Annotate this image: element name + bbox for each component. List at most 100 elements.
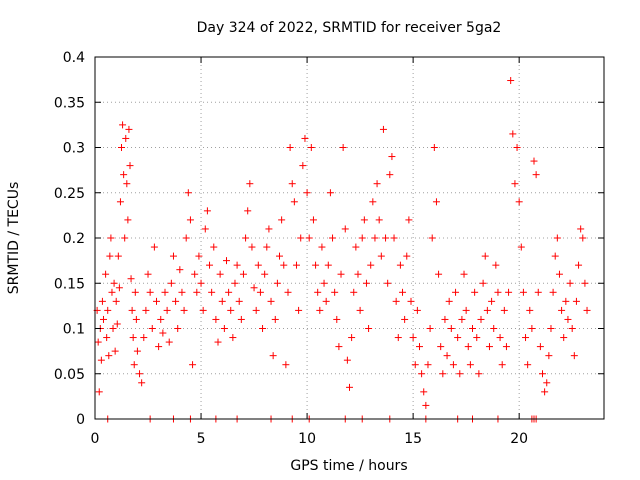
data-point <box>115 284 123 292</box>
data-point <box>538 370 546 378</box>
data-point <box>98 297 106 305</box>
data-point <box>176 266 184 274</box>
data-point <box>536 343 544 351</box>
y-tick-labels: 0 0.05 0.1 0.15 0.2 0.25 0.3 0.35 0.4 <box>54 50 85 428</box>
data-point <box>362 279 370 287</box>
data-point <box>329 234 337 242</box>
data-point <box>454 334 462 342</box>
data-point <box>333 315 341 323</box>
data-point <box>307 144 315 151</box>
data-point <box>297 234 305 242</box>
data-point <box>125 125 133 133</box>
data-point <box>169 252 177 260</box>
data-point <box>195 252 203 260</box>
data-point <box>312 261 320 269</box>
data-point <box>443 352 451 360</box>
data-point <box>146 288 154 296</box>
data-point <box>197 279 205 287</box>
data-point <box>570 352 578 360</box>
data-point <box>248 243 256 251</box>
x-tick-label: 15 <box>404 431 422 447</box>
data-point <box>490 325 498 332</box>
data-point <box>142 306 150 314</box>
data-point <box>299 162 307 170</box>
data-point <box>498 361 506 369</box>
data-point <box>356 306 364 314</box>
data-point <box>541 388 549 396</box>
data-point <box>464 343 472 351</box>
data-point <box>320 279 328 287</box>
data-point <box>292 261 300 269</box>
data-point <box>564 315 572 323</box>
data-point <box>524 361 532 369</box>
data-point <box>428 234 436 242</box>
data-point <box>418 370 426 378</box>
data-point <box>492 261 500 269</box>
data-point <box>120 171 128 179</box>
data-point <box>346 383 353 391</box>
data-point <box>558 306 566 314</box>
data-point <box>163 306 171 314</box>
data-point <box>182 234 190 242</box>
data-point <box>186 216 194 224</box>
data-point <box>316 306 324 314</box>
data-point <box>343 356 351 364</box>
data-point <box>295 306 303 314</box>
data-point <box>210 243 218 251</box>
data-point <box>174 325 182 332</box>
x-tick-labels: 0 5 10 15 20 <box>91 431 529 447</box>
data-point <box>530 157 538 165</box>
data-point <box>227 306 235 314</box>
data-point <box>424 361 432 369</box>
y-axis-label: SRMTID / TECUs <box>6 182 22 295</box>
data-point <box>532 171 540 179</box>
data-point <box>112 297 120 305</box>
data-point <box>107 234 115 242</box>
data-point <box>161 288 169 296</box>
x-tick-label: 20 <box>510 431 528 447</box>
data-point <box>394 334 402 342</box>
data-point <box>494 288 502 296</box>
data-point <box>496 334 504 342</box>
data-point <box>562 297 570 305</box>
data-point <box>97 356 105 364</box>
data-point <box>103 334 111 342</box>
data-point <box>577 225 585 233</box>
data-point <box>106 252 114 260</box>
data-point <box>522 334 530 342</box>
data-point <box>178 288 186 296</box>
data-point <box>314 288 322 296</box>
data-point <box>471 288 479 296</box>
data-point <box>415 343 423 351</box>
data-point <box>458 315 466 323</box>
data-point <box>413 306 421 314</box>
data-point <box>388 153 396 161</box>
data-point <box>551 252 559 260</box>
data-point <box>203 207 211 215</box>
data-point <box>526 306 534 314</box>
data-point <box>218 297 226 305</box>
y-tick-label: 0.1 <box>63 322 85 338</box>
data-point <box>477 315 485 323</box>
data-point <box>109 325 117 332</box>
data-point <box>231 279 239 287</box>
data-point <box>390 234 398 242</box>
data-point <box>426 325 434 332</box>
y-tick-label: 0.2 <box>63 231 85 247</box>
data-point <box>583 306 591 314</box>
data-point <box>511 180 519 188</box>
data-point <box>165 338 173 346</box>
data-point <box>104 306 112 314</box>
data-point <box>375 216 383 224</box>
data-point <box>401 315 409 323</box>
data-point <box>214 338 222 346</box>
data-point <box>348 334 356 342</box>
data-point <box>180 306 188 314</box>
data-point <box>545 352 553 360</box>
y-tick-label: 0.05 <box>54 367 85 383</box>
data-point <box>473 334 481 342</box>
data-point <box>303 189 311 197</box>
data-point <box>422 401 430 409</box>
data-point <box>341 225 349 233</box>
